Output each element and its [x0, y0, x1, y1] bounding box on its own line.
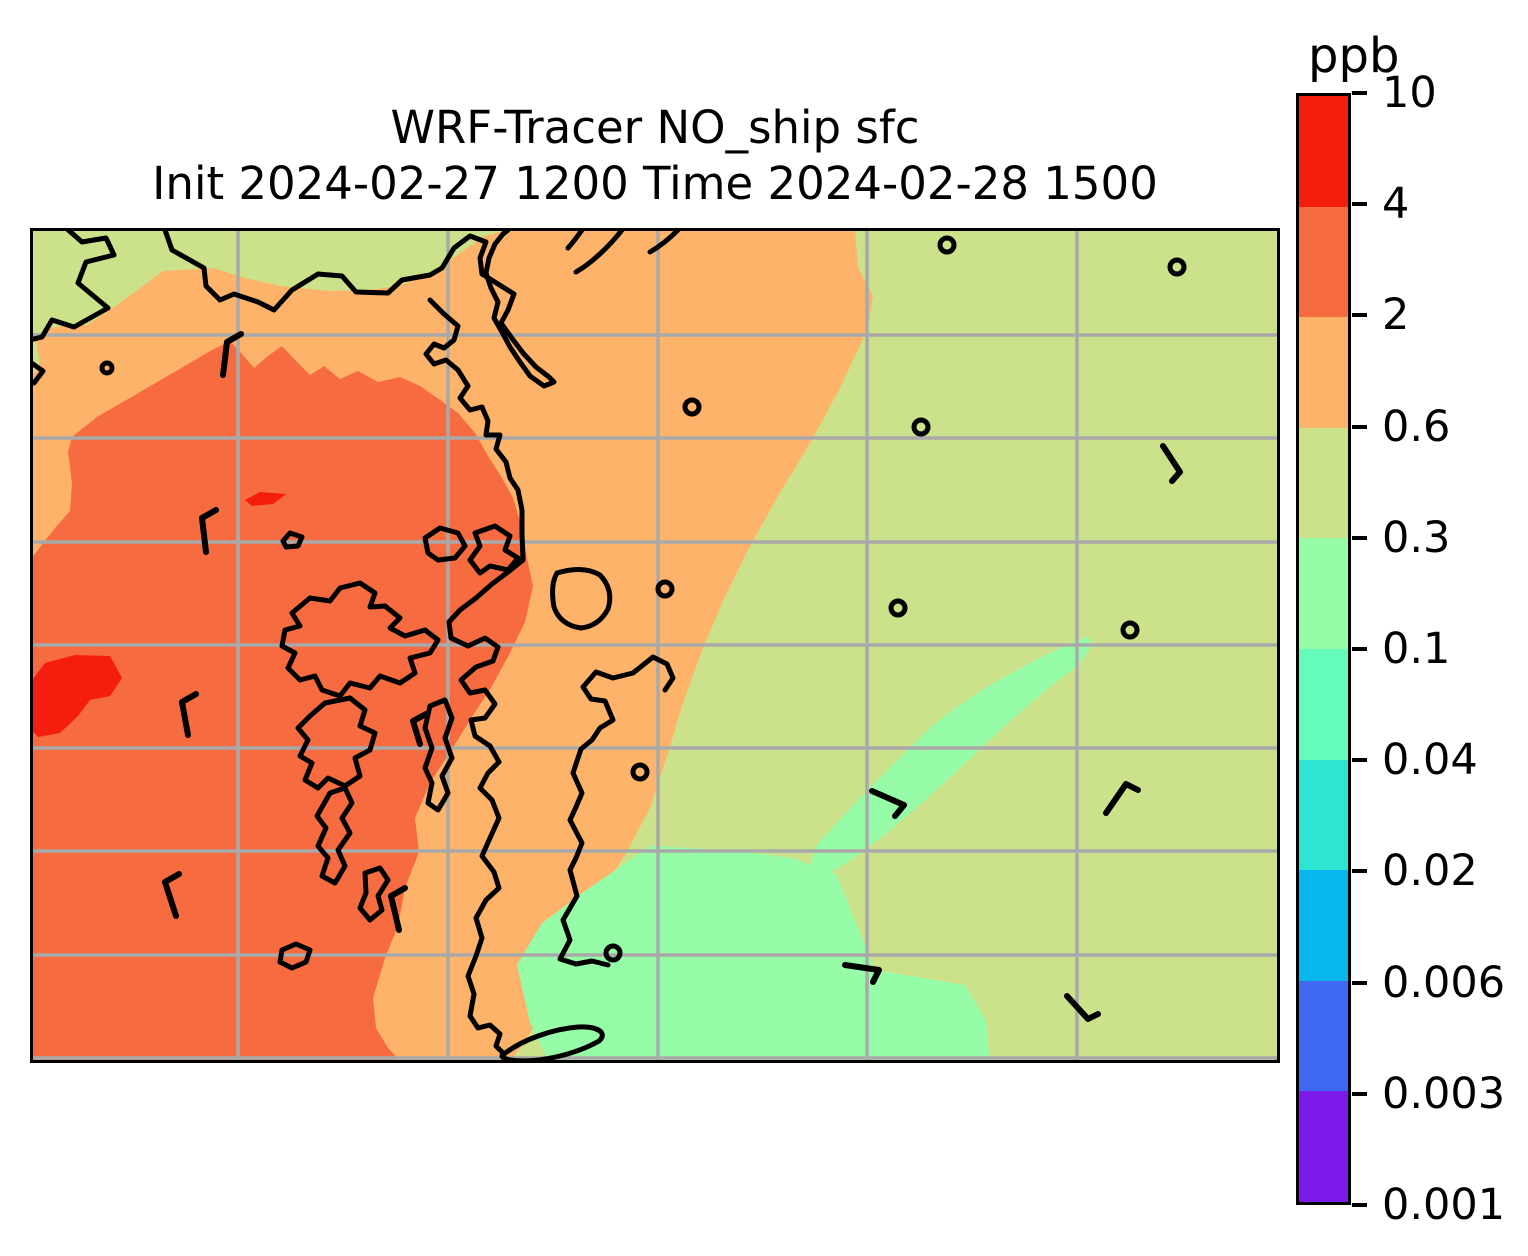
figure: WRF-Tracer NO_ship sfc Init 2024-02-27 1…	[0, 0, 1528, 1256]
colorbar-tickmark	[1352, 1203, 1367, 1207]
colorbar-segment	[1299, 317, 1348, 428]
plot-title: WRF-Tracer NO_ship sfc	[30, 102, 1280, 154]
colorbar	[1296, 93, 1351, 1205]
colorbar-tickmark	[1352, 536, 1367, 540]
colorbar-ticklabel: 0.6	[1382, 402, 1450, 452]
colorbar-ticklabel: 0.02	[1382, 846, 1478, 896]
colorbar-segment	[1299, 428, 1348, 539]
colorbar-tickmark	[1352, 202, 1367, 206]
colorbar-tickmark	[1352, 758, 1367, 762]
colorbar-tickmark	[1352, 1092, 1367, 1096]
contour-map	[30, 228, 1280, 1063]
colorbar-segment	[1299, 870, 1348, 981]
colorbar-tickmark	[1352, 869, 1367, 873]
colorbar-tickmark	[1352, 91, 1367, 95]
colorbar-ticklabel: 0.003	[1382, 1069, 1505, 1119]
colorbar-segment	[1299, 96, 1348, 207]
colorbar-ticklabel: 0.1	[1382, 624, 1450, 674]
colorbar-ticklabel: 4	[1382, 179, 1409, 229]
colorbar-ticklabel: 0.04	[1382, 735, 1478, 785]
colorbar-ticklabel: 10	[1382, 68, 1437, 118]
colorbar-tickmark	[1352, 313, 1367, 317]
colorbar-ticklabel: 0.3	[1382, 513, 1450, 563]
plot-subtitle: Init 2024-02-27 1200 Time 2024-02-28 150…	[30, 158, 1280, 210]
colorbar-segment	[1299, 760, 1348, 871]
colorbar-segment	[1299, 1091, 1348, 1202]
colorbar-tickmark	[1352, 981, 1367, 985]
colorbar-ticklabel: 0.006	[1382, 958, 1505, 1008]
colorbar-segment	[1299, 981, 1348, 1092]
colorbar-ticklabel: 0.001	[1382, 1180, 1505, 1230]
colorbar-segment	[1299, 649, 1348, 760]
colorbar-ticklabel: 2	[1382, 290, 1409, 340]
colorbar-tickmark	[1352, 647, 1367, 651]
colorbar-segment	[1299, 207, 1348, 318]
colorbar-segment	[1299, 538, 1348, 649]
colorbar-tickmark	[1352, 425, 1367, 429]
